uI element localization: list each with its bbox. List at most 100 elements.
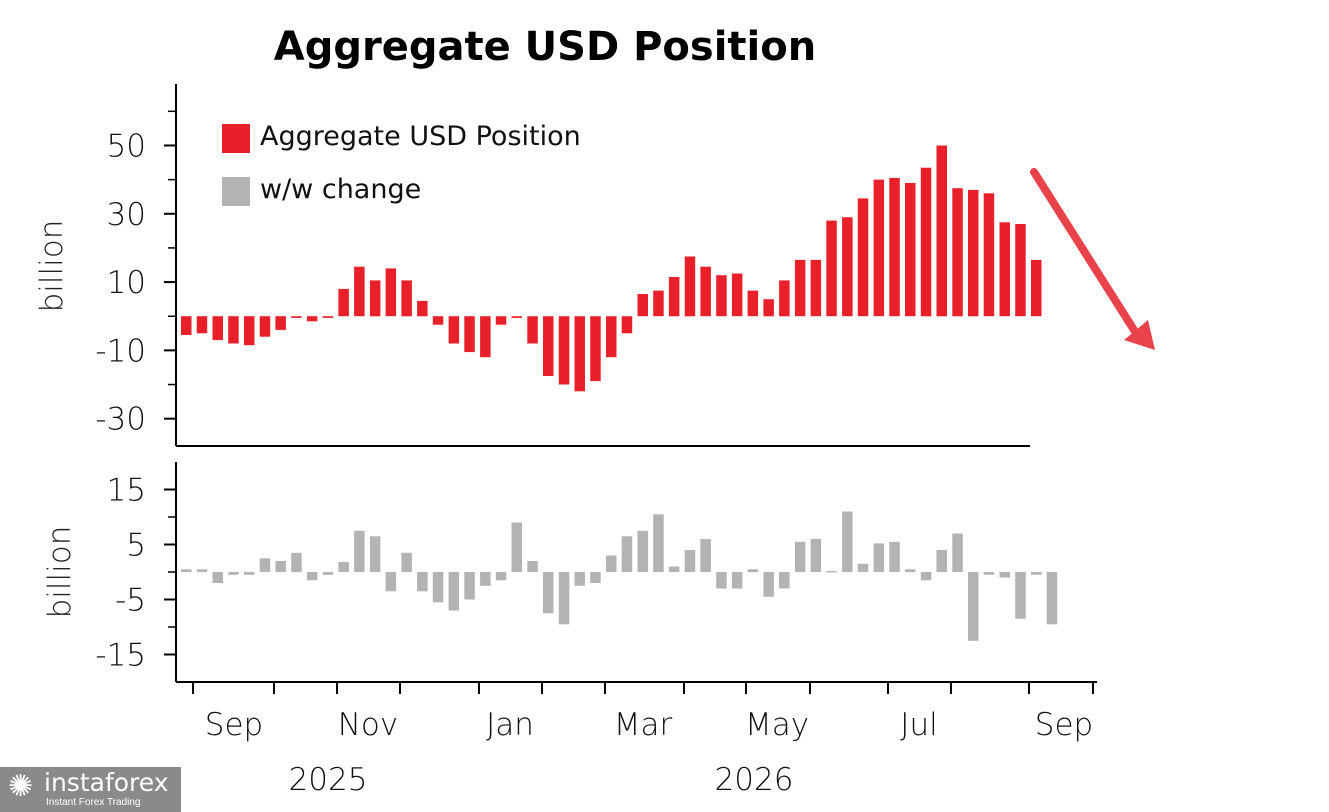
position-bar (369, 280, 381, 317)
legend: Aggregate USD Position w/w change (222, 121, 581, 206)
change-bar (558, 572, 570, 625)
position-bar (558, 316, 570, 385)
change-bar (905, 569, 916, 573)
change-bar (763, 572, 774, 597)
x-label-jan: Jan (486, 707, 534, 743)
top-panel-axis (175, 84, 1030, 447)
change-bar (889, 541, 900, 573)
bottom-y-tick-label: 15 (107, 473, 146, 509)
position-bar (417, 300, 428, 317)
change-bar (306, 572, 318, 581)
change-bar (700, 539, 711, 572)
position-bar (511, 316, 522, 318)
position-bar (275, 316, 286, 330)
position-bar (181, 316, 192, 335)
change-bar (794, 541, 806, 573)
change-bar (527, 561, 538, 572)
change-bar (684, 550, 696, 572)
position-bar (338, 288, 349, 317)
change-bar (432, 572, 444, 603)
position-bar (983, 193, 995, 317)
position-bar (794, 259, 806, 317)
position-bar (653, 290, 664, 317)
top-y-tick-label: -10 (95, 333, 146, 369)
position-bar (401, 280, 412, 317)
change-bar (999, 572, 1010, 578)
position-bar (590, 316, 601, 382)
bottom-y-tick-label: -15 (95, 638, 146, 674)
chart-title: Aggregate USD Position (274, 24, 816, 70)
position-bar (385, 268, 397, 317)
change-bar (1031, 572, 1042, 575)
change-bar (653, 514, 664, 573)
top-ylabel: billion (34, 220, 70, 313)
change-bar (747, 569, 759, 573)
top-y-tick-label: -30 (95, 402, 146, 438)
change-bar (322, 572, 334, 575)
instaforex-logo: ✺ instaforex Instant Forex Trading (0, 767, 181, 812)
x-axis (192, 682, 1094, 694)
position-bar (306, 316, 318, 322)
position-bar (495, 316, 507, 325)
change-bar (842, 511, 853, 572)
change-bar (212, 572, 223, 583)
bottom-bars (181, 511, 1058, 641)
change-bar (338, 562, 349, 572)
x-label-may: May (745, 707, 809, 743)
change-bar (637, 530, 648, 573)
position-bar (291, 316, 302, 318)
top-y-tick-label: 10 (107, 265, 146, 301)
change-bar (968, 572, 979, 641)
logo-tagline: Instant Forex Trading (46, 797, 141, 808)
change-bar (354, 530, 365, 573)
change-bar (857, 563, 869, 573)
change-bar (826, 570, 837, 573)
position-bar (354, 266, 365, 317)
change-bar (810, 539, 822, 572)
position-bar (826, 220, 837, 317)
year-label-2025: 2025 (289, 762, 368, 798)
position-bar (464, 316, 475, 353)
change-bar (716, 572, 727, 589)
position-bar (432, 316, 444, 325)
x-label-sep-2025: Sep (205, 707, 263, 743)
position-bar (889, 177, 900, 317)
change-bar (952, 533, 963, 572)
position-bar (716, 275, 727, 317)
change-bar (244, 572, 255, 575)
change-bar (385, 572, 397, 592)
year-label-2026: 2026 (715, 762, 794, 798)
bottom-y-tick-label: 5 (126, 528, 146, 564)
change-bar (731, 572, 743, 589)
change-bar (1015, 572, 1026, 619)
change-bar (417, 572, 428, 592)
logo-name: instaforex (44, 768, 169, 797)
position-bar (574, 316, 585, 392)
position-bar (968, 189, 979, 317)
position-bar (684, 256, 696, 317)
change-bar (448, 572, 460, 611)
position-bar (527, 316, 538, 344)
legend-label-change: w/w change (260, 174, 421, 205)
x-month-labels: Sep Nov Jan Mar May Jul Sep (205, 707, 1093, 743)
legend-swatch-change (222, 177, 250, 206)
top-y-tick-label: 30 (107, 197, 146, 233)
position-bar (480, 316, 491, 358)
bottom-y-tick-label: -5 (115, 583, 146, 619)
change-bar (873, 543, 885, 572)
x-label-nov: Nov (338, 707, 399, 743)
change-bar (668, 566, 680, 572)
change-bar (590, 572, 601, 583)
position-bar (637, 294, 648, 317)
position-bar (621, 316, 633, 334)
x-label-jul: Jul (900, 707, 937, 743)
position-bar (196, 316, 208, 334)
position-bar (779, 280, 790, 317)
position-bar (244, 316, 255, 346)
change-bar (511, 522, 522, 572)
position-bar (1015, 224, 1026, 317)
position-bar (747, 290, 759, 317)
position-bar (810, 259, 822, 317)
position-bar (448, 316, 460, 344)
x-label-mar: Mar (614, 707, 673, 743)
